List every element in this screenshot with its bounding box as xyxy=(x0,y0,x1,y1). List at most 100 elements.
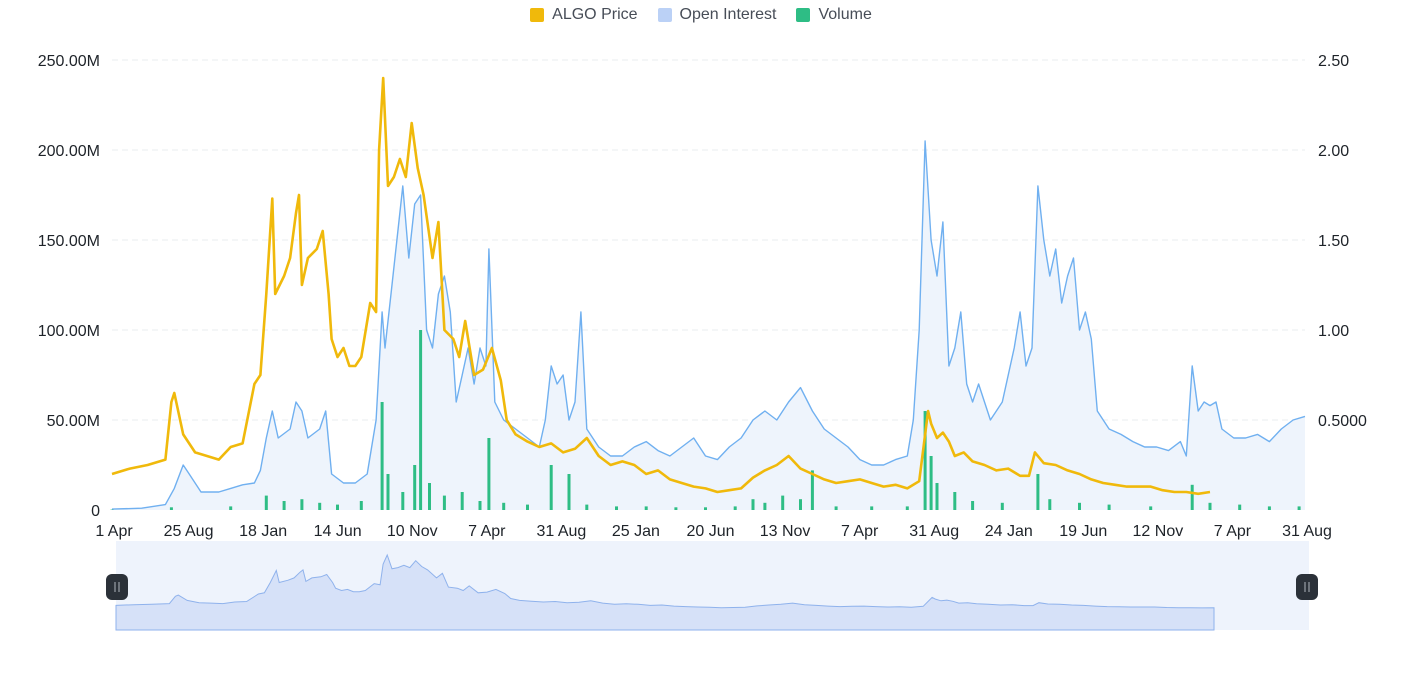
x-tick-label: 10 Nov xyxy=(387,523,438,540)
volume-bar xyxy=(229,506,233,510)
volume-bar xyxy=(1000,502,1004,510)
volume-bar xyxy=(1190,484,1194,510)
volume-bar xyxy=(929,456,933,510)
legend-item-algo-price[interactable]: ALGO Price xyxy=(530,6,638,24)
legend-label-algo-price: ALGO Price xyxy=(552,6,638,23)
volume-bar xyxy=(336,504,339,510)
x-tick-label: 25 Aug xyxy=(164,523,214,540)
navigator-handle-body xyxy=(106,574,128,600)
volume-bar xyxy=(487,438,491,510)
navigator-handle-body xyxy=(1296,574,1318,600)
volume-bar xyxy=(567,474,571,510)
volume-bar xyxy=(282,501,286,510)
volume-bar xyxy=(1267,506,1271,510)
y-axis-right: 0.5000 1.00 1.50 2.00 2.50 xyxy=(1318,53,1367,430)
volume-bar xyxy=(419,330,423,510)
volume-bar xyxy=(1107,504,1111,510)
navigator-series xyxy=(115,553,1215,631)
range-navigator[interactable] xyxy=(106,541,1318,631)
x-tick-label: 31 Aug xyxy=(909,523,959,540)
price-layer xyxy=(111,76,1211,496)
volume-bar xyxy=(615,506,618,510)
grid-lines xyxy=(112,59,1305,421)
y-right-tick-label: 2.00 xyxy=(1318,143,1349,160)
legend-item-volume[interactable]: Volume xyxy=(796,6,872,24)
x-tick-label: 7 Apr xyxy=(1214,523,1252,540)
volume-bar xyxy=(799,499,802,510)
volume-bar xyxy=(169,507,173,510)
volume-bar xyxy=(401,492,405,510)
volume-bar xyxy=(905,506,909,510)
x-tick-label: 7 Apr xyxy=(841,523,879,540)
volume-bar xyxy=(834,506,838,510)
x-tick-label: 14 Jun xyxy=(314,523,362,540)
y-left-tick-label: 200.00M xyxy=(38,143,100,160)
open-interest-line xyxy=(111,140,1306,510)
volume-bar xyxy=(478,501,482,510)
x-tick-label: 13 Nov xyxy=(760,523,811,540)
x-tick-label: 19 Jun xyxy=(1059,523,1107,540)
volume-bar xyxy=(413,465,417,510)
volume-bar xyxy=(644,506,648,510)
legend-label-volume: Volume xyxy=(818,6,872,23)
volume-bar xyxy=(428,483,431,510)
x-tick-label: 25 Jan xyxy=(612,523,660,540)
volume-bar xyxy=(318,502,322,510)
navigator-handle-left[interactable] xyxy=(106,574,128,600)
volume-bar xyxy=(1149,506,1153,510)
volume-bar xyxy=(380,402,384,510)
y-left-tick-label: 0 xyxy=(91,503,100,520)
volume-bar xyxy=(953,492,957,510)
volume-bar xyxy=(781,495,785,510)
x-tick-label: 18 Jan xyxy=(239,523,287,540)
volume-bar xyxy=(704,507,707,510)
volume-bar xyxy=(674,507,678,510)
y-left-tick-label: 50.00M xyxy=(47,413,100,430)
volume-bar xyxy=(526,504,529,510)
y-right-tick-label: 1.00 xyxy=(1318,323,1349,340)
volume-bar xyxy=(442,495,446,510)
y-right-tick-label: 2.50 xyxy=(1318,53,1349,70)
volume-bar xyxy=(870,506,874,510)
volume-bar xyxy=(359,501,363,510)
y-right-tick-label: 0.5000 xyxy=(1318,413,1367,430)
open-interest-area xyxy=(112,141,1305,510)
volume-bar xyxy=(733,506,737,510)
volume-layer xyxy=(110,330,1301,510)
x-tick-label: 20 Jun xyxy=(686,523,734,540)
volume-bar xyxy=(502,502,506,510)
volume-bar xyxy=(549,465,553,510)
volume-bar xyxy=(300,499,304,510)
y-left-tick-label: 150.00M xyxy=(38,233,100,250)
algo-price-line xyxy=(111,76,1211,496)
y-left-tick-label: 250.00M xyxy=(38,53,100,70)
volume-bar xyxy=(1048,499,1052,510)
x-axis: 1 Apr 25 Aug 18 Jan 14 Jun 10 Nov 7 Apr 31 Aug… xyxy=(95,523,1332,540)
volume-bar xyxy=(460,492,464,510)
volume-bar xyxy=(763,502,767,510)
volume-bar xyxy=(971,501,975,510)
x-tick-label: 12 Nov xyxy=(1133,523,1184,540)
legend-swatch-algo-price xyxy=(530,8,545,22)
navigator-handle-right[interactable] xyxy=(1296,574,1318,600)
x-tick-label: 7 Apr xyxy=(468,523,506,540)
legend-swatch-volume xyxy=(796,8,811,22)
legend-swatch-open-interest xyxy=(657,8,672,22)
chart-legend: ALGO Price Open Interest Volume xyxy=(0,6,1402,24)
x-tick-label: 24 Jan xyxy=(985,523,1033,540)
volume-bar xyxy=(1297,506,1301,510)
volume-bar xyxy=(810,470,814,510)
legend-label-open-interest: Open Interest xyxy=(679,6,777,23)
volume-bar xyxy=(751,499,755,510)
y-right-tick-label: 1.50 xyxy=(1318,233,1349,250)
volume-bar xyxy=(386,474,390,510)
x-tick-label: 31 Aug xyxy=(1282,523,1332,540)
volume-bar xyxy=(1208,502,1212,510)
legend-item-open-interest[interactable]: Open Interest xyxy=(657,6,777,24)
volume-bar xyxy=(1036,474,1040,510)
volume-bar xyxy=(1238,504,1242,510)
volume-bar xyxy=(923,411,927,510)
y-axis-left: 0 50.00M 100.00M 150.00M 200.00M 250.00M xyxy=(38,53,100,520)
volume-bar xyxy=(1078,502,1081,510)
